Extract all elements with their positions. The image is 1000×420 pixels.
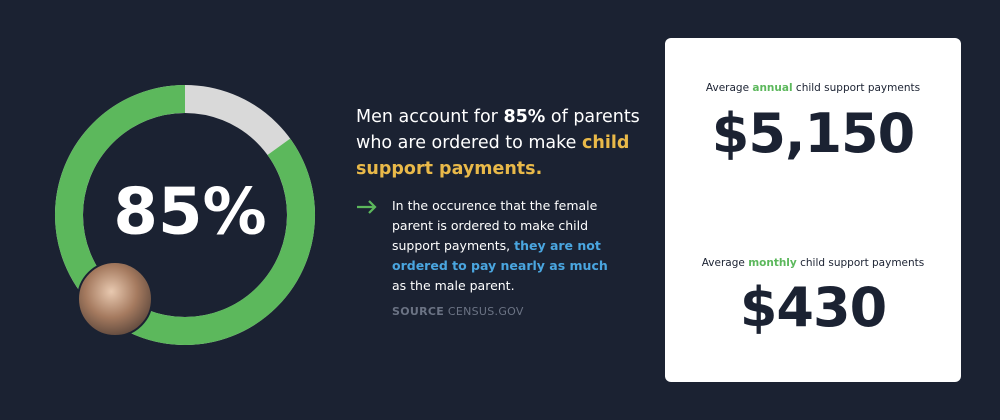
headline-highlight: 85% — [503, 107, 546, 127]
caption-highlight: monthly — [748, 257, 797, 269]
annual-caption: Average annual child support payments — [665, 82, 961, 94]
caption-text: Average — [705, 82, 753, 94]
caption-highlight: annual — [752, 82, 793, 94]
monthly-caption: Average monthly child support payments — [665, 257, 961, 269]
note: In the occurence that the female parent … — [392, 196, 617, 296]
source-label: SOURCE — [392, 305, 445, 318]
note-highlight: they are not ordered to pay nearly as mu… — [392, 238, 608, 273]
annual-amount: $5,150 — [711, 102, 915, 165]
headline-highlight: child support payments. — [356, 133, 630, 179]
note-text: as the male parent. — [392, 278, 515, 293]
source-value: CENSUS.GOV — [447, 305, 524, 318]
caption-text: child support payments — [796, 257, 925, 269]
monthly-amount: $430 — [739, 276, 887, 339]
photo — [77, 261, 153, 337]
stats-card: Average annual child support payments $5… — [665, 38, 961, 382]
headline-text: Men account for — [356, 107, 504, 127]
headline-text: of parents who are ordered to make — [356, 107, 640, 153]
headline: Men account for 85% of parents who are o… — [356, 104, 646, 182]
caption-text: child support payments — [792, 82, 921, 94]
note-text: In the occurence that the female parent … — [392, 198, 598, 253]
source: SOURCE CENSUS.GOV — [392, 305, 524, 318]
caption-text: Average — [701, 257, 749, 269]
donut-label: 85% — [113, 176, 266, 250]
